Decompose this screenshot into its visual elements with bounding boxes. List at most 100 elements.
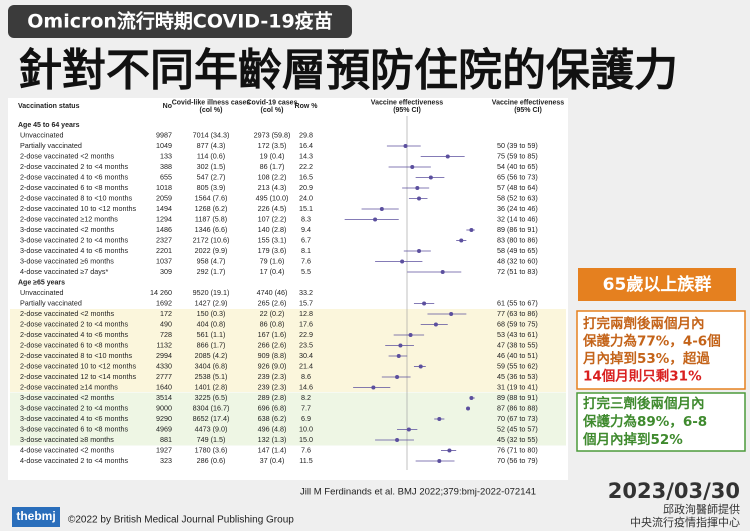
ve-label: 31 (19 to 41) [497,382,538,391]
status: 2-dose vaccinated 2 to <4 months [20,162,128,171]
two-dose-box [576,310,746,390]
status: 2-dose vaccinated 8 to <10 months [20,351,132,360]
status: 2-dose vaccinated 12 to <14 months [20,372,136,381]
row-pct: 15.7 [299,298,313,307]
count: 388 [160,162,172,171]
status: Partially vaccinated [20,298,82,307]
count: 309 [160,267,172,276]
count: 323 [160,456,172,465]
ve-point [415,186,420,190]
covid19: 926 (9.0) [258,361,287,370]
ve-point [396,354,401,358]
covid19: 226 (4.5) [258,204,287,213]
ve-point [379,207,384,211]
covid19: 638 (6.2) [258,414,287,423]
covid19: 496 (4.8) [258,424,287,433]
ve-point [445,154,450,159]
group-heading: Age ≥65 years [18,279,65,286]
covid19: 22 (0.2) [260,309,285,318]
row-pct: 15.0 [299,435,313,444]
group-heading: Age 45 to 64 years [18,122,80,129]
ve-point [469,228,474,232]
ve-point [408,333,413,337]
ve-point [406,427,411,432]
count: 1692 [156,298,172,307]
row-pct: 6.7 [301,235,311,244]
status: 3-dose vaccinated <2 months [20,225,115,234]
covid19: 86 (0.8) [260,319,285,328]
count: 2059 [156,193,172,202]
ve-label: 83 (80 to 86) [497,235,538,244]
status: 3-dose vaccinated ≥8 months [20,435,114,444]
ve-point [459,238,464,243]
status: 3-dose vaccinated ≥6 months [20,256,114,265]
covid19: 79 (1.6) [260,256,285,265]
row-pct: 10.0 [299,424,313,433]
covid-like: 877 (4.3) [197,141,226,150]
ve-label: 48 (32 to 60) [497,256,538,265]
status: 4-dose vaccinated <2 months [20,445,115,454]
covid19: 147 (1.4) [258,445,287,454]
status: 4-dose vaccinated 2 to <4 months [20,456,128,465]
covid-like: 547 (2.7) [197,172,226,181]
two-dose-line: 保護力為77%，4-6個 [582,333,721,350]
covid-like: 9520 (19.1) [193,288,230,297]
row-pct: 5.5 [301,267,311,276]
ve-point [433,322,438,327]
count: 1294 [156,214,172,223]
covid-like: 8652 (17.4) [193,414,230,423]
ve-label: 52 (45 to 57) [497,424,538,433]
covid-like: 805 (3.9) [197,183,226,192]
highlight-three-dose [10,392,566,446]
citation: Jill M Ferdinands et al. BMJ 2022;379:bm… [300,487,536,498]
ve-point [437,417,442,421]
covid19: 108 (2.2) [258,172,287,181]
ve-label: 53 (43 to 61) [497,330,538,339]
ve-label: 46 (40 to 51) [497,351,538,360]
count: 655 [160,172,172,181]
row-pct: 16.4 [299,141,313,150]
covid-like: 1187 (5.8) [195,214,227,223]
covid19: 132 (1.3) [258,435,287,444]
count: 4330 [156,361,172,370]
count: 9000 [156,403,172,412]
status: 2-dose vaccinated 6 to <8 months [20,340,128,349]
ve-label: 65 (56 to 73) [497,172,538,181]
count: 2994 [156,351,172,360]
ve-label: 76 (71 to 80) [497,445,538,454]
status: 2-dose vaccinated ≥14 months [20,382,118,391]
status: 2-dose vaccinated 10 to <12 months [20,361,136,370]
count: 2327 [156,235,172,244]
status: 2-dose vaccinated 10 to <12 months [20,204,136,213]
row-pct: 23.5 [299,340,313,349]
covid-like: 1564 (7.6) [195,193,228,202]
three-dose-line: 打完三劑後兩個月內 [583,395,705,412]
count: 9987 [156,130,172,139]
copyright: ©2022 by British Medical Journal Publish… [68,515,294,526]
ve-label: 77 (63 to 86) [497,309,538,318]
covid-like: 404 (0.8) [197,319,226,328]
ve-point [398,343,403,348]
row-pct: 12.8 [299,309,313,318]
ve-label: 54 (40 to 65) [497,162,538,171]
row-pct: 8.2 [301,393,311,402]
covid-like: 8304 (16.7) [193,403,230,412]
covid19: 265 (2.6) [258,298,287,307]
covid19: 909 (8.8) [258,351,287,360]
logo-box [12,507,60,527]
column-header: Vaccine effectiveness (95% CI) [371,99,443,114]
status: 2-dose vaccinated <2 months [20,309,115,318]
status: 2-dose vaccinated 6 to <8 months [20,183,128,192]
covid-like: 866 (1.7) [197,340,226,349]
ve-point [417,249,422,253]
status: 2-dose vaccinated 4 to <6 months [20,330,128,339]
ve-label: 68 (59 to 75) [497,319,538,328]
covid19: 289 (2.8) [258,393,287,402]
covid-like: 150 (0.3) [197,309,226,318]
ve-label: 87 (86 to 88) [497,403,538,412]
three-dose-line: 個月內掉到52% [582,431,683,448]
ve-point [428,175,433,180]
two-dose-line: 14個月則只剩31% [583,368,702,385]
covid19: 107 (2.2) [258,214,287,223]
